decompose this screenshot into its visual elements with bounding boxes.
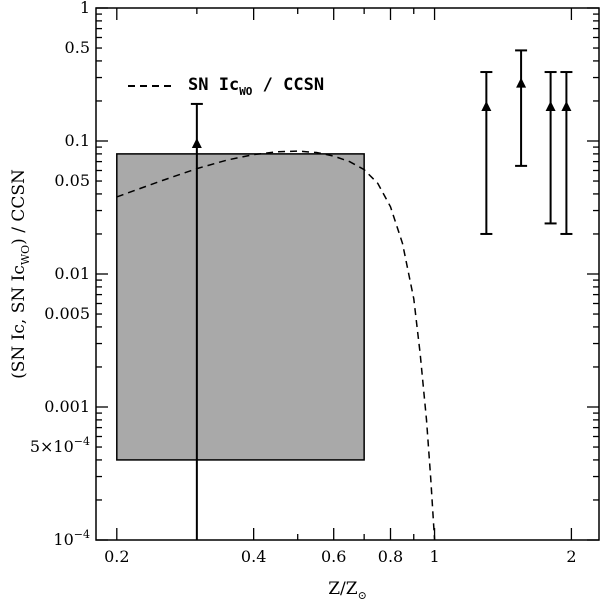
data-point-5	[561, 101, 572, 112]
x-axis-title: Z/Z⊙	[328, 579, 367, 601]
model-curve-layer	[116, 150, 436, 541]
y-axis-title: (SN Ic, SN IcWO) / CCSN	[9, 169, 32, 379]
shaded-region-layer	[116, 153, 365, 461]
y-tick-label-exponent: −4	[74, 435, 90, 448]
data-point-2	[481, 101, 492, 112]
x-tick-label: 0.8	[378, 547, 403, 566]
y-tick-label-text: 0.1	[65, 131, 90, 150]
legend: SN IcWO / CCSN	[128, 75, 324, 98]
y-tick-label-text: 0.5	[65, 38, 90, 57]
y-axis-title-pre: (SN Ic, SN Ic	[9, 265, 29, 379]
shaded-region	[116, 153, 365, 461]
y-tick-label-text: 0.05	[54, 171, 90, 190]
y-tick-label: 0.01	[54, 264, 90, 283]
data-point-1	[191, 137, 202, 148]
x-axis-title-main: Z/Z	[328, 579, 358, 599]
y-axis-title-sub: WO	[19, 245, 32, 265]
y-tick-label-exponent: −4	[74, 528, 90, 541]
y-tick-label-text: 0.001	[44, 397, 90, 416]
x-axis-title-sub: ⊙	[358, 589, 367, 601]
x-tick-label: 0.2	[104, 547, 129, 566]
y-tick-label: 0.05	[54, 171, 90, 190]
y-tick-label-text: 1	[80, 0, 90, 17]
y-tick-label: 0.005	[44, 304, 90, 323]
y-tick-label-text: 5×10	[30, 437, 74, 456]
y-axis-title-post: ) / CCSN	[9, 169, 29, 245]
y-tick-label: 5×10−4	[30, 435, 90, 456]
x-tick-label: 1	[429, 547, 439, 566]
x-tick-label: 0.4	[241, 547, 266, 566]
y-tick-label: 0.5	[65, 38, 90, 57]
y-tick-label: 0.001	[44, 397, 90, 416]
legend-label-main: SN Ic	[188, 75, 239, 95]
data-point-3	[516, 77, 527, 88]
x-tick-label: 0.6	[321, 547, 346, 566]
y-tick-label-text: 0.01	[54, 264, 90, 283]
data-points-layer	[190, 49, 573, 540]
y-tick-label: 0.1	[65, 131, 90, 150]
y-tick-label-text: 10	[53, 530, 73, 549]
legend-label-post: / CCSN	[252, 75, 324, 95]
data-point-4	[545, 101, 556, 112]
y-tick-label: 10−4	[53, 528, 90, 549]
legend-label-sub: WO	[239, 85, 253, 98]
legend-label: SN IcWO / CCSN	[188, 75, 324, 98]
y-tick-label: 1	[80, 0, 90, 17]
model-curve	[116, 150, 436, 541]
y-tick-label-text: 0.005	[44, 304, 90, 323]
x-tick-label: 2	[566, 547, 576, 566]
